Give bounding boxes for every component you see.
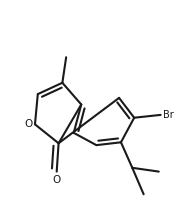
Text: O: O <box>25 119 33 129</box>
Text: O: O <box>53 175 61 185</box>
Text: Br: Br <box>163 110 173 120</box>
